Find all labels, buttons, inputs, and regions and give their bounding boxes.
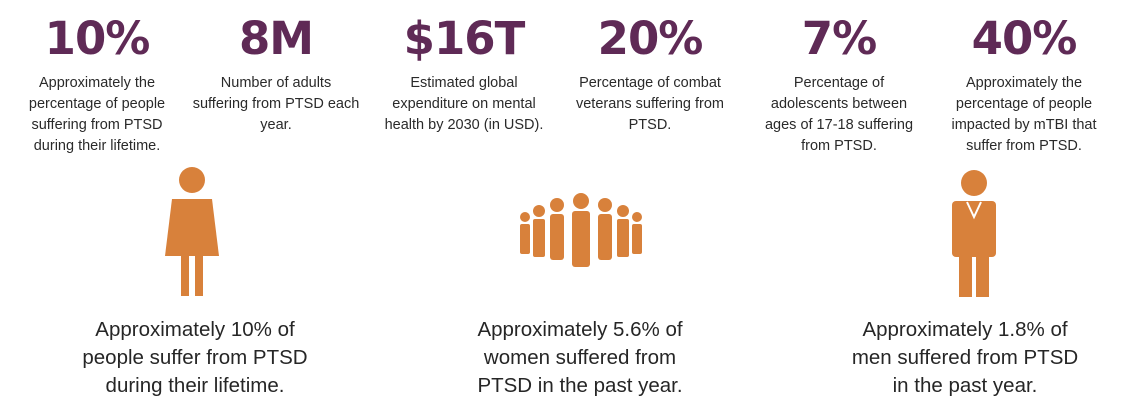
stat-description-line: percentage of people	[955, 96, 1093, 112]
stat-description-line: from PTSD.	[801, 138, 877, 154]
stat-value: 7%	[801, 12, 877, 65]
stat-description-line: Percentage of combat	[579, 75, 721, 91]
stat-value: 20%	[597, 12, 704, 65]
stat-value: 10%	[44, 12, 151, 65]
stat-adolescents: 7% Percentage of adolescents between age…	[748, 0, 930, 157]
stat-description-line: adolescents between	[770, 96, 908, 112]
caption-line: PTSD in the past year.	[477, 374, 683, 397]
caption-line: people suffer from PTSD	[82, 346, 308, 369]
caption-line: Approximately 10% of	[95, 318, 295, 341]
stat-description-line: Estimated global	[410, 75, 518, 91]
stat-description-line: suffer from PTSD.	[966, 138, 1082, 154]
stat-description-line: health by 2030 (in USD).	[384, 117, 544, 133]
stat-description-line: percentage of people	[28, 96, 166, 112]
stat-description: Percentage of adolescents between ages o…	[748, 73, 930, 157]
stat-adults-yearly: 8M Number of adults suffering from PTSD …	[186, 0, 366, 136]
stat-description-line: suffering from PTSD	[31, 117, 163, 133]
stat-value: 8M	[238, 12, 314, 65]
stat-lifetime-ptsd: 10% Approximately the percentage of peop…	[8, 0, 186, 157]
stat-description: Number of adults suffering from PTSD eac…	[186, 73, 366, 136]
woman-icon	[159, 166, 225, 300]
caption-line: Approximately 1.8% of	[862, 318, 1068, 341]
stat-description-line: ages of 17-18 suffering	[764, 117, 914, 133]
stat-global-expenditure: $16T Estimated global expenditure on men…	[374, 0, 554, 136]
stat-description-line: PTSD.	[628, 117, 672, 133]
stat-description-line: Percentage of	[793, 75, 885, 91]
stat-description-line: Approximately the	[965, 75, 1083, 91]
stat-description: Approximately the percentage of people i…	[932, 73, 1116, 157]
caption-line: Approximately 5.6% of	[477, 318, 683, 341]
stat-description-line: Approximately the	[38, 75, 156, 91]
stat-description: Percentage of combat veterans suffering …	[560, 73, 740, 136]
stat-description-line: impacted by mTBI that	[951, 117, 1097, 133]
crowd-icon	[517, 193, 645, 269]
stat-mtbi: 40% Approximately the percentage of peop…	[932, 0, 1116, 157]
caption-line: men suffered from PTSD	[851, 346, 1079, 369]
caption-line: women suffered from	[483, 346, 677, 369]
stat-description-line: during their lifetime.	[33, 138, 161, 154]
stat-description: Estimated global expenditure on mental h…	[374, 73, 554, 136]
stat-description-line: expenditure on mental	[392, 96, 536, 112]
caption-men-past-year: Approximately 1.8% of men suffered from …	[840, 316, 1090, 400]
man-icon	[945, 169, 1003, 299]
caption-line: in the past year.	[892, 374, 1038, 397]
stat-description-line: suffering from PTSD each	[192, 96, 360, 112]
caption-line: during their lifetime.	[105, 374, 285, 397]
stat-value: $16T	[403, 12, 526, 65]
stat-description-line: year.	[260, 117, 292, 133]
stat-description: Approximately the percentage of people s…	[8, 73, 186, 157]
stat-description-line: veterans suffering from	[575, 96, 725, 112]
caption-women-past-year: Approximately 5.6% of women suffered fro…	[455, 316, 705, 400]
stat-combat-veterans: 20% Percentage of combat veterans suffer…	[560, 0, 740, 136]
stat-value: 40%	[971, 12, 1078, 65]
caption-women-lifetime: Approximately 10% of people suffer from …	[70, 316, 320, 400]
stat-description-line: Number of adults	[220, 75, 332, 91]
